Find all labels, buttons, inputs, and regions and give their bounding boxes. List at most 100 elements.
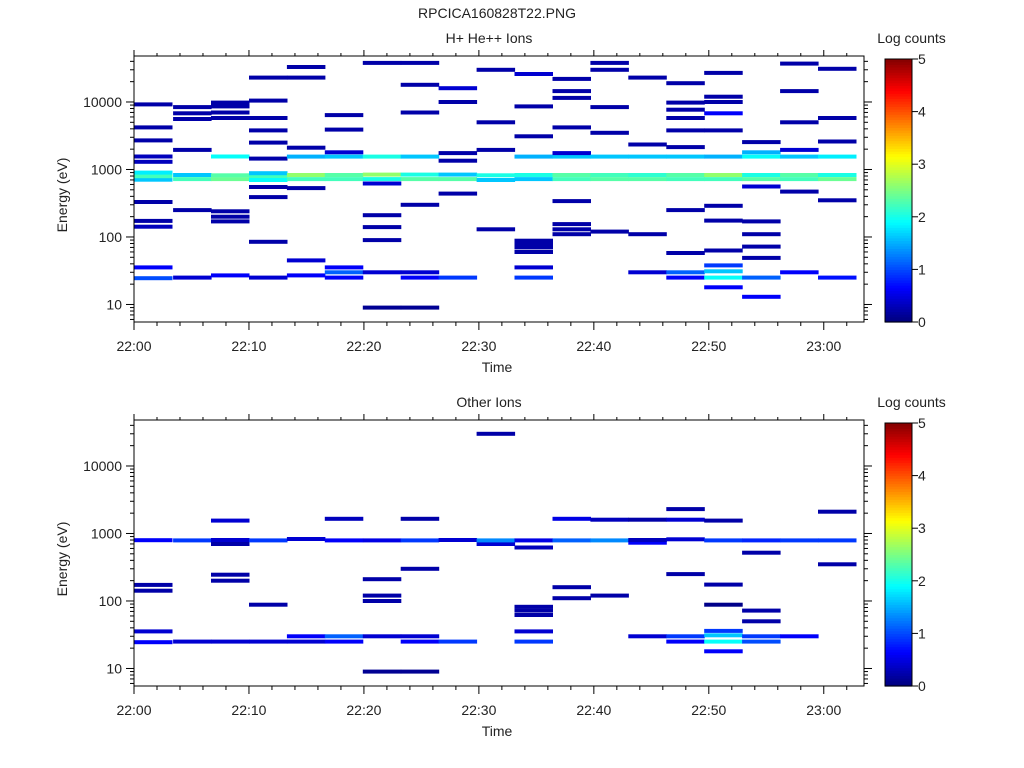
heatmap-cell — [400, 202, 440, 207]
heatmap-cell — [552, 596, 591, 601]
heatmap-cell — [134, 125, 173, 130]
heatmap-cell — [628, 173, 667, 177]
heatmap-cell — [552, 222, 591, 227]
heatmap-cell — [552, 199, 591, 204]
heatmap-cell — [400, 270, 440, 275]
colorbar-segment — [885, 264, 912, 268]
heatmap-cell — [666, 116, 705, 120]
colorbar-segment — [885, 517, 912, 521]
heatmap-cell — [742, 184, 781, 189]
colorbar-segment — [885, 140, 912, 144]
heatmap-cell — [780, 189, 819, 194]
colorbar-segment — [885, 546, 912, 550]
heatmap-cell — [590, 173, 629, 177]
y-tick-label: 10000 — [83, 458, 122, 474]
colorbar-segment — [885, 61, 912, 65]
heatmap-cell — [704, 177, 743, 182]
colorbar-segment — [885, 256, 912, 260]
heatmap-cell — [324, 177, 364, 182]
heatmap-cell — [362, 181, 402, 186]
x-tick-label: 22:40 — [576, 338, 611, 354]
heatmap-cell — [552, 95, 591, 100]
colorbar-segment — [885, 74, 912, 79]
heatmap-cell — [704, 70, 743, 75]
colorbar-segment — [885, 557, 912, 561]
heatmap-cell — [211, 110, 250, 115]
colorbar-segment — [885, 651, 912, 656]
heatmap-cell — [211, 518, 250, 523]
heatmap-cell — [286, 75, 326, 80]
colorbar-segment — [885, 269, 912, 273]
heatmap-cell — [476, 542, 516, 546]
colorbar-segment — [885, 570, 912, 574]
heatmap-cell — [704, 269, 743, 274]
heatmap-cell — [400, 110, 440, 115]
colorbar-segment — [885, 572, 912, 577]
heatmap-cell — [362, 238, 402, 243]
colorbar-segment — [885, 588, 912, 592]
colorbar-segment — [885, 172, 912, 176]
colorbar-segment — [885, 438, 912, 443]
heatmap-cell — [362, 634, 402, 639]
colorbar-segment — [885, 599, 912, 603]
heatmap-cell — [628, 540, 667, 545]
y-tick-label: 10000 — [83, 94, 122, 110]
colorbar-segment — [885, 428, 912, 432]
colorbar-segment — [885, 567, 912, 571]
heatmap-cell — [362, 213, 402, 218]
colorbar-segment — [885, 164, 912, 168]
y-tick-label: 100 — [99, 593, 123, 609]
heatmap-cell — [476, 227, 516, 232]
heatmap-cell — [704, 582, 743, 587]
heatmap-cell — [286, 186, 326, 191]
heatmap-cell — [134, 582, 173, 587]
heatmap-cell — [286, 639, 326, 644]
heatmap-cell — [173, 173, 212, 177]
heatmap-cell — [400, 639, 440, 644]
colorbar-segment — [885, 667, 912, 671]
heatmap-cell — [704, 649, 743, 654]
heatmap-cell — [628, 517, 667, 522]
heatmap-cell — [362, 577, 402, 582]
heatmap-cell — [249, 116, 288, 120]
colorbar-segment — [885, 604, 912, 608]
colorbar-segment — [885, 277, 912, 281]
heatmap-cell — [742, 608, 781, 613]
heatmap-cell — [173, 111, 212, 116]
heatmap-cell — [704, 633, 743, 638]
heatmap-cell — [628, 75, 667, 80]
heatmap-cell — [400, 82, 440, 87]
heatmap-cell — [211, 639, 250, 644]
heatmap-cell — [514, 173, 553, 177]
heatmap-cell — [590, 538, 629, 543]
colorbar-segment — [885, 229, 912, 234]
heatmap-cell — [552, 538, 591, 543]
heatmap-cell — [362, 177, 402, 182]
colorbar-segment — [885, 169, 912, 173]
heatmap-cell — [362, 60, 402, 65]
colorbar-segment — [885, 565, 912, 569]
heatmap-cell — [628, 538, 667, 542]
colorbar-segment — [885, 66, 912, 71]
x-axis-label: Time — [482, 359, 513, 375]
colorbar-segment — [885, 536, 912, 540]
heatmap-cell — [514, 608, 553, 613]
heatmap-cell — [324, 270, 364, 275]
colorbar-segment — [885, 662, 912, 666]
x-axis-label: Time — [482, 723, 513, 739]
heatmap-cell — [324, 265, 364, 270]
colorbar-segment — [885, 248, 912, 252]
heatmap-cell — [552, 516, 591, 521]
colorbar-segment — [885, 135, 912, 139]
heatmap-cell — [173, 275, 212, 280]
heatmap-cell — [742, 154, 781, 159]
y-axis-label: Energy (eV) — [54, 522, 70, 597]
heatmap-cell — [666, 145, 705, 150]
heatmap-cell — [704, 154, 743, 159]
colorbar: 0 1 2 3 4 5 — [884, 415, 926, 694]
x-tick-label: 22:50 — [691, 338, 726, 354]
colorbar-segment — [885, 137, 912, 142]
colorbar-segment — [885, 148, 912, 152]
colorbar-segment — [885, 609, 912, 613]
colorbar-segment — [885, 559, 912, 563]
